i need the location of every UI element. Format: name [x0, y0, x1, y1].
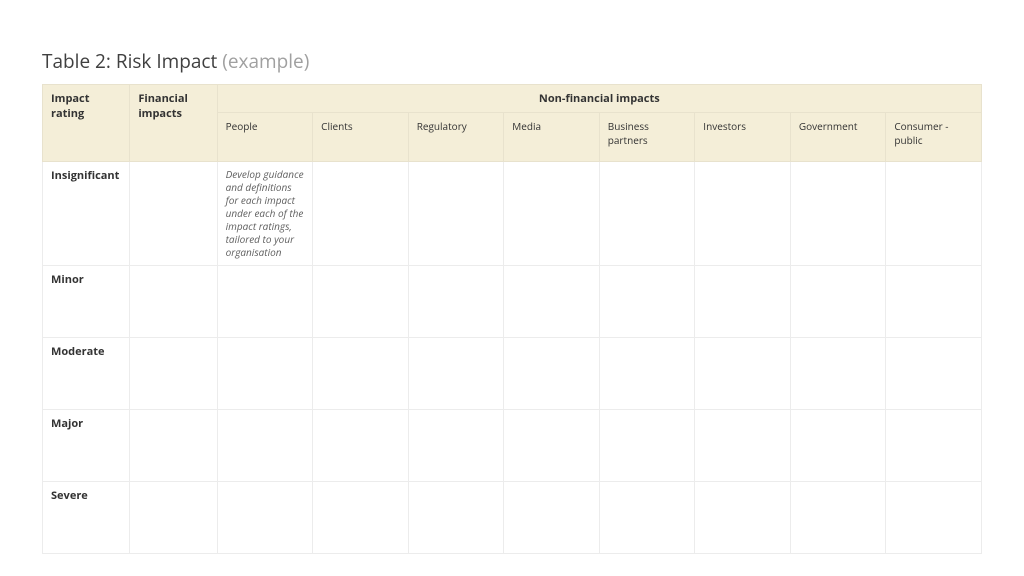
cell-3-1 — [217, 410, 313, 482]
cell-2-1 — [217, 338, 313, 410]
table-row: Minor — [43, 266, 982, 338]
cell-0-1: Develop guidance and definitions for eac… — [217, 162, 313, 266]
cell-3-3 — [408, 410, 504, 482]
row-label: Insignificant — [43, 162, 130, 266]
cell-4-7 — [790, 482, 886, 554]
cell-2-0 — [130, 338, 217, 410]
cell-2-5 — [599, 338, 695, 410]
cell-0-3 — [408, 162, 504, 266]
col-header-financial: Financial impacts — [130, 85, 217, 162]
cell-3-0 — [130, 410, 217, 482]
cell-2-8 — [886, 338, 982, 410]
col-subheader-1: Clients — [313, 113, 409, 162]
row-label: Moderate — [43, 338, 130, 410]
cell-1-7 — [790, 266, 886, 338]
cell-3-8 — [886, 410, 982, 482]
cell-1-5 — [599, 266, 695, 338]
col-subheader-5: Investors — [695, 113, 791, 162]
cell-4-3 — [408, 482, 504, 554]
cell-3-5 — [599, 410, 695, 482]
col-header-nonfinancial-group: Non-financial impacts — [217, 85, 981, 113]
col-subheader-2: Regulatory — [408, 113, 504, 162]
cell-0-0 — [130, 162, 217, 266]
table-title: Table 2: Risk Impact (example) — [42, 48, 982, 74]
col-subheader-7: Consumer - public — [886, 113, 982, 162]
table-row: Insignificant Develop guidance and defini… — [43, 162, 982, 266]
col-header-impact-rating: Impact rating — [43, 85, 130, 162]
cell-0-2 — [313, 162, 409, 266]
row-label: Major — [43, 410, 130, 482]
cell-1-8 — [886, 266, 982, 338]
cell-4-6 — [695, 482, 791, 554]
cell-4-2 — [313, 482, 409, 554]
page-container: Table 2: Risk Impact (example) Impact ra… — [0, 0, 1024, 554]
cell-4-0 — [130, 482, 217, 554]
table-row: Moderate — [43, 338, 982, 410]
cell-0-5 — [599, 162, 695, 266]
cell-2-2 — [313, 338, 409, 410]
cell-0-4 — [504, 162, 600, 266]
row-label: Minor — [43, 266, 130, 338]
title-main: Table 2: Risk Impact — [42, 48, 222, 74]
table-row: Severe — [43, 482, 982, 554]
col-subheader-0: People — [217, 113, 313, 162]
cell-1-0 — [130, 266, 217, 338]
cell-4-5 — [599, 482, 695, 554]
cell-2-7 — [790, 338, 886, 410]
table-row: Major — [43, 410, 982, 482]
cell-4-8 — [886, 482, 982, 554]
cell-1-1 — [217, 266, 313, 338]
cell-3-6 — [695, 410, 791, 482]
cell-1-6 — [695, 266, 791, 338]
row-label: Severe — [43, 482, 130, 554]
cell-1-3 — [408, 266, 504, 338]
cell-1-2 — [313, 266, 409, 338]
cell-0-6 — [695, 162, 791, 266]
cell-2-4 — [504, 338, 600, 410]
cell-3-2 — [313, 410, 409, 482]
cell-3-4 — [504, 410, 600, 482]
title-example: (example) — [222, 48, 309, 74]
cell-0-7 — [790, 162, 886, 266]
cell-4-1 — [217, 482, 313, 554]
cell-2-6 — [695, 338, 791, 410]
risk-impact-table: Impact ratingFinancial impactsNon-financ… — [42, 84, 982, 554]
col-subheader-6: Government — [790, 113, 886, 162]
col-subheader-4: Business partners — [599, 113, 695, 162]
cell-0-8 — [886, 162, 982, 266]
cell-4-4 — [504, 482, 600, 554]
cell-2-3 — [408, 338, 504, 410]
cell-1-4 — [504, 266, 600, 338]
cell-3-7 — [790, 410, 886, 482]
col-subheader-3: Media — [504, 113, 600, 162]
